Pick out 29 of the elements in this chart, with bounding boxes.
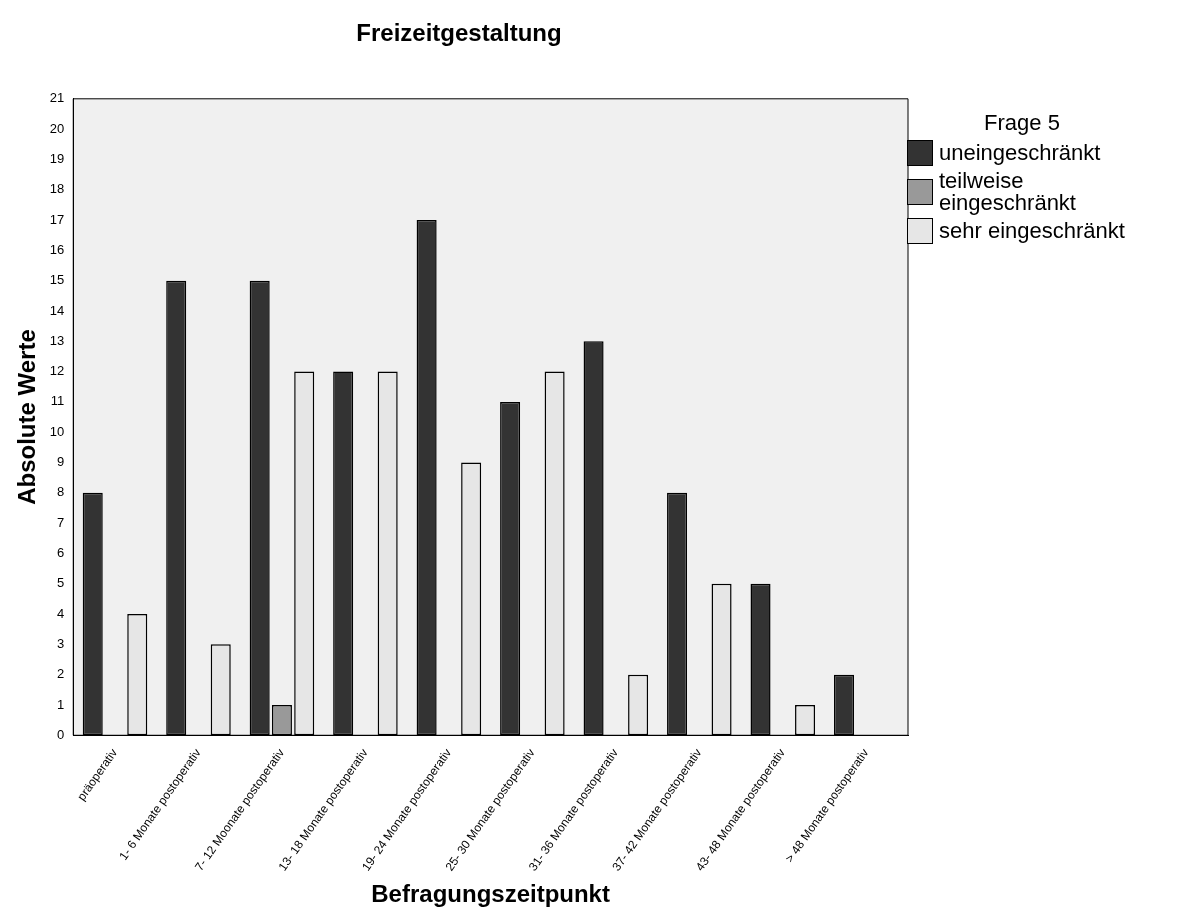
chart-title: Freizeitgestaltung <box>356 19 562 47</box>
y-tick-label: 20 <box>49 120 65 136</box>
legend-label: teilweise eingeschränkt <box>939 168 1077 215</box>
y-tick-label: 11 <box>50 393 65 409</box>
y-tick-label: 12 <box>49 363 65 379</box>
y-tick-label: 7 <box>57 514 65 530</box>
y-axis-title: Absolute Werte <box>13 329 41 505</box>
y-tick-label: 21 <box>49 90 65 106</box>
y-tick-label: 2 <box>57 666 65 682</box>
y-tick-label: 17 <box>49 211 65 227</box>
y-tick-label: 10 <box>49 423 65 439</box>
y-tick-label: 1 <box>57 696 65 712</box>
x-axis-title: Befragungszeitpunkt <box>371 880 610 908</box>
y-tick-label: 15 <box>49 272 65 288</box>
legend-title: Frage 5 <box>983 110 1061 135</box>
y-tick-label: 8 <box>57 484 65 500</box>
y-tick-label: 13 <box>49 332 65 348</box>
y-tick-label: 0 <box>57 726 65 742</box>
text: sehr eingeschränkt <box>939 218 1125 243</box>
y-tick-label: 9 <box>57 454 65 470</box>
y-tick-label: 6 <box>57 545 65 560</box>
y-tick-label: 5 <box>57 575 65 591</box>
y-tick-label: 19 <box>49 150 65 166</box>
legend-label: uneingeschränkt <box>939 140 1101 165</box>
y-tick-label: 16 <box>49 241 65 257</box>
y-tick-label: 3 <box>57 635 65 651</box>
y-tick-label: 4 <box>57 605 65 621</box>
y-tick-label: 14 <box>49 302 65 318</box>
y-tick-label: 18 <box>49 181 65 197</box>
